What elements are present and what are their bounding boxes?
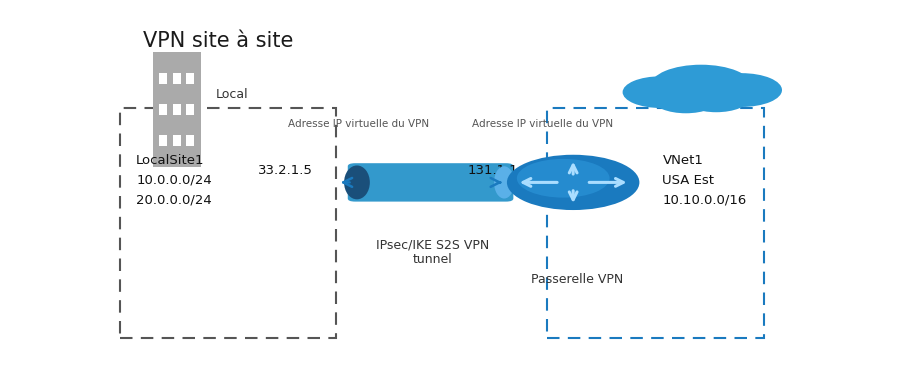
Text: 33.2.1.5: 33.2.1.5 [257,164,312,177]
Circle shape [516,159,609,198]
Bar [186,73,194,84]
Bar [547,108,763,338]
Bar [173,104,180,115]
Text: Local: Local [216,88,248,101]
FancyBboxPatch shape [347,163,513,202]
Text: VNet1
USA Est
10.10.0.0/16: VNet1 USA Est 10.10.0.0/16 [662,154,746,207]
Bar [173,135,180,146]
Text: Adresse IP virtuelle du VPN: Adresse IP virtuelle du VPN [288,119,429,129]
Circle shape [622,76,698,108]
Bar [159,135,167,146]
Text: IPsec/IKE S2S VPN
tunnel: IPsec/IKE S2S VPN tunnel [375,238,489,266]
Text: Passerelle VPN: Passerelle VPN [530,273,622,286]
Bar [186,135,194,146]
Circle shape [683,85,748,112]
Circle shape [650,65,751,107]
Text: LocalSite1
10.0.0.0/24
20.0.0.0/24: LocalSite1 10.0.0.0/24 20.0.0.0/24 [136,154,211,207]
Text: Adresse IP virtuelle du VPN: Adresse IP virtuelle du VPN [471,119,613,129]
Circle shape [700,73,781,107]
Bar [119,108,335,338]
Bar [159,104,167,115]
Bar [159,73,167,84]
Circle shape [652,86,718,113]
Bar [186,104,194,115]
Text: VPN site à site: VPN site à site [142,31,292,51]
Bar [153,52,200,167]
Bar [173,73,180,84]
Text: 131.1.1.1: 131.1.1.1 [467,164,530,177]
Circle shape [506,155,639,210]
Ellipse shape [344,166,369,199]
Ellipse shape [494,166,514,199]
